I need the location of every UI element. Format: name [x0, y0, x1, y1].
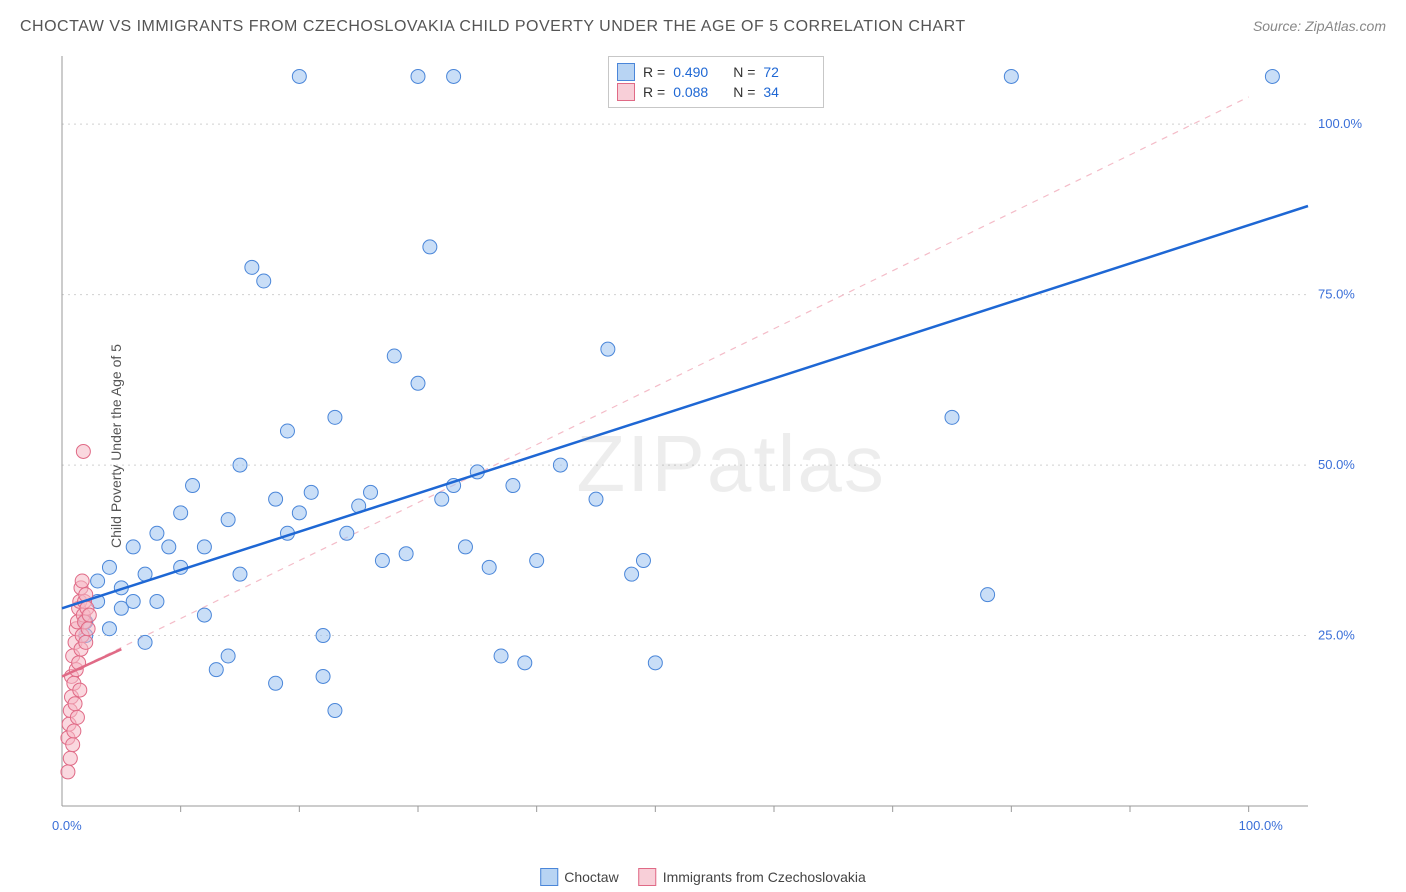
legend-stats: R = 0.490 N = 72 R = 0.088 N = 34 [608, 56, 824, 108]
chart-title: CHOCTAW VS IMMIGRANTS FROM CZECHOSLOVAKI… [20, 18, 966, 36]
swatch-pink-icon [617, 83, 635, 101]
n-label: N = [733, 84, 755, 100]
r-label: R = [643, 84, 665, 100]
legend-stats-row-pink: R = 0.088 N = 34 [617, 83, 815, 101]
swatch-pink-icon [639, 868, 657, 886]
swatch-blue-icon [540, 868, 558, 886]
svg-text:0.0%: 0.0% [52, 818, 82, 833]
legend-item-blue: Choctaw [540, 868, 618, 886]
legend-item-pink: Immigrants from Czechoslovakia [639, 868, 866, 886]
n-label: N = [733, 64, 755, 80]
svg-text:50.0%: 50.0% [1318, 457, 1355, 472]
legend-series: Choctaw Immigrants from Czechoslovakia [540, 868, 866, 886]
svg-text:100.0%: 100.0% [1318, 116, 1363, 131]
legend-label-pink: Immigrants from Czechoslovakia [663, 869, 866, 885]
n-value-pink: 34 [763, 84, 815, 100]
r-value-pink: 0.088 [673, 84, 725, 100]
r-label: R = [643, 64, 665, 80]
n-value-blue: 72 [763, 64, 815, 80]
swatch-blue-icon [617, 63, 635, 81]
legend-label-blue: Choctaw [564, 869, 618, 885]
svg-text:25.0%: 25.0% [1318, 628, 1355, 643]
plot-area: 25.0% 50.0% 75.0% 100.0% 0.0% 100.0% [48, 46, 1388, 846]
scatter-svg: 25.0% 50.0% 75.0% 100.0% 0.0% 100.0% [48, 46, 1388, 846]
source-label: Source: ZipAtlas.com [1253, 18, 1386, 34]
r-value-blue: 0.490 [673, 64, 725, 80]
svg-text:75.0%: 75.0% [1318, 287, 1355, 302]
svg-text:100.0%: 100.0% [1239, 818, 1284, 833]
legend-stats-row-blue: R = 0.490 N = 72 [617, 63, 815, 81]
